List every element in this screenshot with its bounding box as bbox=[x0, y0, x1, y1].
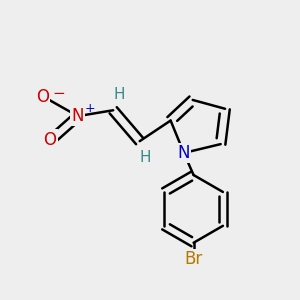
Text: N: N bbox=[72, 107, 84, 125]
Text: O: O bbox=[36, 88, 49, 106]
Text: Br: Br bbox=[184, 250, 203, 268]
Text: H: H bbox=[113, 87, 125, 102]
Text: −: − bbox=[52, 86, 65, 101]
Text: N: N bbox=[178, 144, 190, 162]
Text: H: H bbox=[140, 150, 151, 165]
Text: +: + bbox=[84, 102, 95, 115]
Text: O: O bbox=[44, 131, 56, 149]
